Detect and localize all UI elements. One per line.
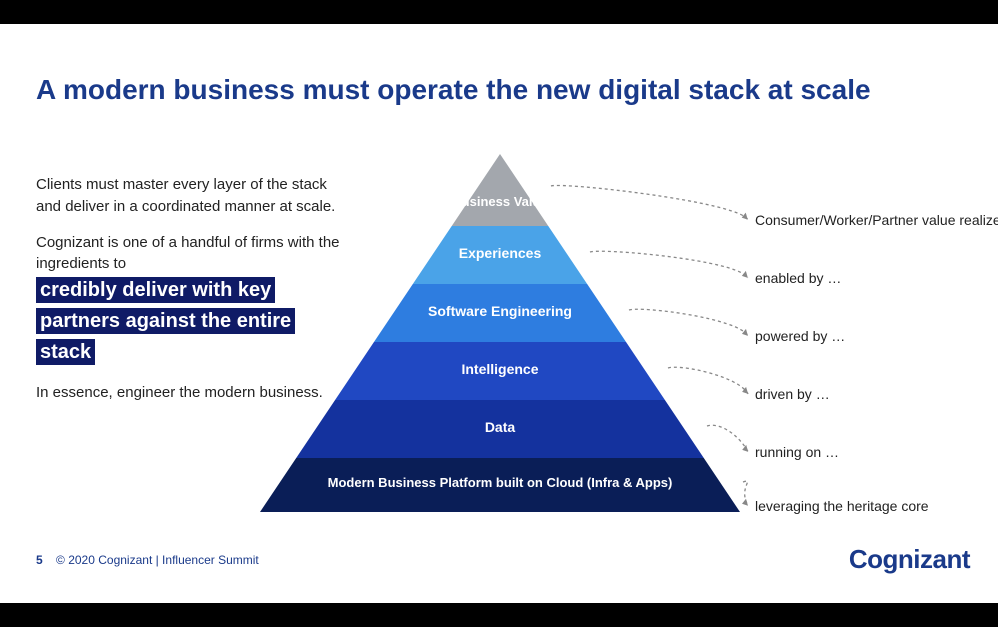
top-letterbox <box>0 0 998 24</box>
slide-footer: 5 © 2020 Cognizant | Influencer Summit <box>36 553 259 567</box>
page-number: 5 <box>36 553 43 567</box>
pyramid-annotation-5: leveraging the heritage core <box>755 498 929 514</box>
pyramid-layer-5: Modern Business Platform built on Cloud … <box>260 458 740 512</box>
slide-canvas: A modern business must operate the new d… <box>0 24 998 603</box>
bottom-letterbox <box>0 603 998 627</box>
pyramid-arrow-5 <box>738 477 773 531</box>
pyramid-diagram: Business ValueConsumer/Worker/Partner va… <box>260 154 980 599</box>
pyramid-annotation-0: Consumer/Worker/Partner value realized t… <box>755 212 998 228</box>
pyramid-layer-label-4: Data <box>260 419 740 436</box>
pyramid-layer-label-5: Modern Business Platform built on Cloud … <box>260 475 740 491</box>
cognizant-logo: Cognizant <box>849 544 970 575</box>
slide-title: A modern business must operate the new d… <box>36 74 871 106</box>
copyright-text: © 2020 Cognizant | Influencer Summit <box>56 553 259 567</box>
body-p2-highlight: credibly deliver with key partners again… <box>36 277 295 365</box>
pyramid-layer-4: Data <box>260 400 740 458</box>
